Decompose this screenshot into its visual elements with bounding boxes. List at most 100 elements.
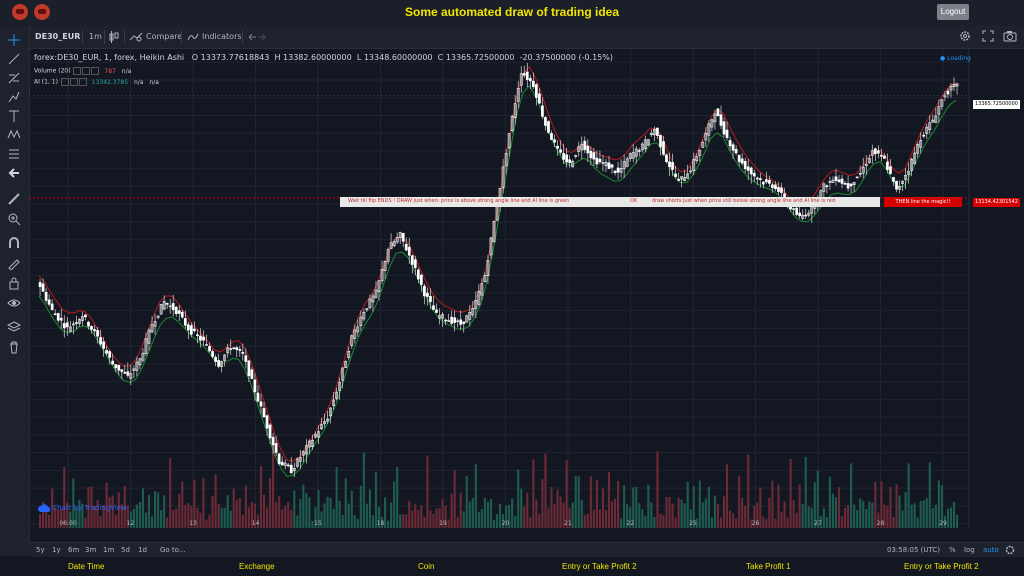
- tradingview-watermark[interactable]: Chart by TradingView: [38, 503, 127, 513]
- candle-body: [928, 122, 932, 131]
- volume-bar: [641, 509, 644, 528]
- range-1y[interactable]: 1y: [52, 546, 61, 554]
- range-1d[interactable]: 1d: [138, 546, 147, 554]
- volume-bar: [577, 476, 580, 528]
- volume-bar: [411, 510, 414, 528]
- range-5d[interactable]: 5d: [121, 546, 130, 554]
- volume-label[interactable]: Volume (20): [34, 67, 71, 75]
- settings-icon[interactable]: [82, 67, 91, 75]
- close-icon[interactable]: [91, 67, 100, 75]
- footer-exchange[interactable]: Exchange: [239, 562, 275, 571]
- annotation-banner[interactable]: Wait till flip ENDS ! DRAW just when: pr…: [340, 197, 880, 207]
- candle-body: [120, 369, 124, 372]
- trash-icon[interactable]: [7, 340, 21, 354]
- ai-value: 13342.3785: [91, 78, 129, 86]
- pattern-icon[interactable]: [7, 128, 21, 142]
- scale-settings-icon[interactable]: [1005, 545, 1015, 555]
- settings-icon[interactable]: [69, 78, 78, 86]
- candle-body: [577, 146, 581, 152]
- fullscreen-icon[interactable]: [982, 30, 994, 42]
- footer-take-profit-1[interactable]: Take Profit 1: [746, 562, 791, 571]
- footer-date-time[interactable]: Date Time: [68, 562, 105, 571]
- candle-body: [613, 170, 617, 174]
- volume-bar: [750, 519, 753, 528]
- magnet-icon[interactable]: [7, 236, 21, 250]
- candle-body: [289, 464, 293, 474]
- candle-body: [955, 83, 959, 87]
- price-chart[interactable]: 13440.0000000013400.0000000013360.000000…: [29, 49, 972, 528]
- zoom-in-icon[interactable]: [7, 212, 21, 226]
- volume-bar: [396, 466, 399, 528]
- candle-type-icon[interactable]: [109, 31, 119, 43]
- range-1m[interactable]: 1m: [103, 546, 115, 554]
- auto-toggle[interactable]: auto: [983, 546, 999, 554]
- volume-bar: [172, 509, 175, 528]
- clock-time[interactable]: 03:58:05 (UTC): [887, 546, 941, 554]
- settings-icon[interactable]: [959, 30, 971, 42]
- candle-body: [640, 143, 644, 151]
- range-3m[interactable]: 3m: [85, 546, 97, 554]
- candle-body: [574, 155, 578, 157]
- lock-icon[interactable]: [7, 276, 21, 290]
- prediction-icon[interactable]: [7, 147, 21, 161]
- indicators-icon[interactable]: [187, 32, 199, 42]
- goto-button[interactable]: Go to...: [160, 546, 186, 554]
- volume-bar: [804, 457, 807, 528]
- candle-body: [656, 127, 659, 136]
- range-6m[interactable]: 6m: [68, 546, 80, 554]
- candle-body: [359, 316, 363, 326]
- range-5y[interactable]: 5y: [36, 546, 45, 554]
- layers-icon[interactable]: [7, 320, 21, 334]
- candle-body: [743, 161, 747, 170]
- volume-bar: [840, 516, 844, 528]
- eye-icon[interactable]: [60, 78, 69, 86]
- volume-bar: [371, 515, 375, 528]
- candle-body: [132, 368, 136, 371]
- candle-body: [232, 347, 236, 350]
- footer-coin[interactable]: Coin: [418, 562, 435, 571]
- log-toggle[interactable]: log: [964, 546, 975, 554]
- volume-bar: [562, 502, 565, 528]
- percent-toggle[interactable]: %: [949, 546, 956, 554]
- fib-tool-icon[interactable]: [7, 71, 21, 85]
- candle-body: [456, 320, 460, 323]
- candle-body: [416, 269, 420, 280]
- eye-icon[interactable]: [7, 296, 21, 310]
- volume-bar: [859, 498, 862, 528]
- text-tool-icon[interactable]: [7, 109, 21, 123]
- trend-line-icon[interactable]: [7, 52, 21, 66]
- volume-bar: [517, 469, 520, 528]
- compare-icon[interactable]: [129, 32, 143, 42]
- volume-bar: [538, 514, 541, 528]
- volume-bar: [417, 510, 420, 528]
- stay-drawing-icon[interactable]: [7, 256, 21, 270]
- volume-bar: [123, 486, 126, 528]
- candle-body: [141, 352, 145, 361]
- indicators-button[interactable]: Indicators: [202, 32, 242, 41]
- ai-label[interactable]: AI (1, 1): [34, 78, 58, 86]
- interval-button[interactable]: 1m: [89, 32, 102, 41]
- footer-entry-take-profit-b[interactable]: Entry or Take Profit 2: [904, 562, 979, 571]
- footer-entry-take-profit-a[interactable]: Entry or Take Profit 2: [562, 562, 637, 571]
- brush-icon[interactable]: [7, 90, 21, 104]
- legend-title[interactable]: forex:DE30_EUR, 1, forex, Heikin Ashi: [34, 53, 185, 62]
- crosshair-icon[interactable]: [7, 33, 21, 47]
- logout-button[interactable]: Logout: [937, 4, 969, 20]
- arrow-left-icon[interactable]: [7, 166, 21, 180]
- candle-body: [547, 121, 550, 133]
- symbol-button[interactable]: DE30_EUR: [35, 32, 81, 41]
- ruler-icon[interactable]: [7, 192, 21, 206]
- eye-icon[interactable]: [73, 67, 82, 75]
- compare-button[interactable]: Compare: [146, 32, 183, 41]
- volume-bar: [850, 463, 853, 528]
- volume-bar: [816, 470, 819, 528]
- volume-bar: [955, 514, 959, 528]
- volume-bar: [520, 488, 523, 528]
- close-icon[interactable]: [78, 78, 87, 86]
- undo-redo-icon[interactable]: [247, 32, 267, 42]
- snapshot-icon[interactable]: [1003, 30, 1017, 42]
- volume-bar: [250, 501, 253, 528]
- annotation-magic[interactable]: THEN line the magic!!: [884, 197, 962, 207]
- volume-bar: [353, 515, 356, 528]
- candle-body: [84, 314, 87, 318]
